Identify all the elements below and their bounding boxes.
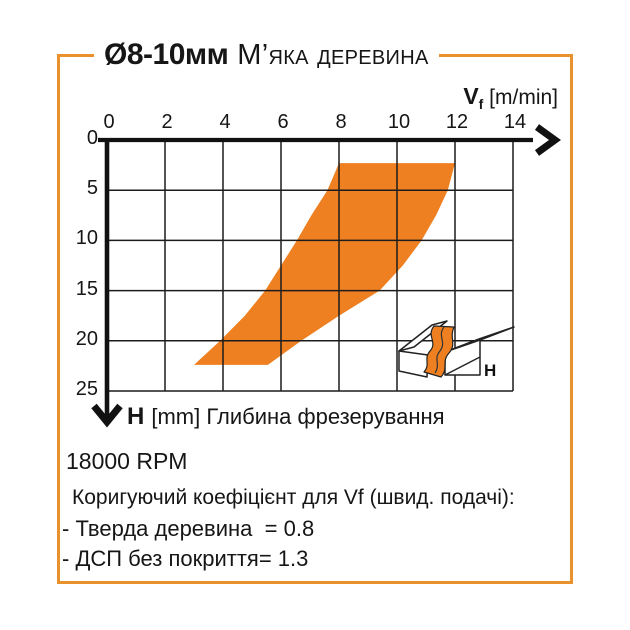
x-tick-label: 10 (387, 111, 411, 133)
operating-range-band (194, 163, 455, 365)
recommended-band-polygon (194, 163, 455, 365)
y-tick-label: 0 (86, 127, 98, 149)
x-tick-label: 2 (161, 111, 173, 133)
vf-subscript: f (478, 96, 484, 113)
x-tick-label: 14 (503, 111, 527, 133)
x-tick-label: 0 (103, 111, 115, 133)
x-axis-arrow-icon (534, 124, 561, 156)
x-tick-label: 12 (445, 111, 469, 133)
material-name: М’яка деревина (237, 39, 429, 71)
vf-unit: [m/min] (483, 86, 558, 109)
x-tick-label: 4 (219, 111, 231, 133)
coefficient-line-chipboard: - ДСП без покриття= 1.3 (62, 546, 309, 571)
y-tick-label: 10 (75, 227, 98, 250)
y-tick-label: 20 (75, 327, 98, 350)
y-tick-label: 25 (75, 378, 98, 400)
diameter-range: Ø8-10мм (104, 38, 229, 71)
coefficient-header: Коригуючий коефіцієнт для Vf (швид. пода… (72, 486, 515, 509)
card-title: Ø8-10мм М’яка деревина (94, 36, 439, 74)
coefficient-line-hardwood: - Тверда деревина = 0.8 (62, 516, 315, 541)
y-axis-title: H [mm] Глибина фрезерування (127, 403, 445, 431)
h-symbol: H (127, 403, 145, 430)
x-tick-label: 8 (335, 111, 347, 133)
vf-symbol: V (463, 83, 479, 109)
icon-depth-label: H (484, 361, 496, 380)
y-tick-label: 15 (75, 277, 98, 300)
grid-lines (107, 140, 514, 392)
h-unit-text: [mm] Глибина фрезерування (151, 404, 445, 429)
axes (91, 124, 561, 428)
y-tick-label: 5 (86, 177, 98, 200)
x-axis-title: Vf [m/min] (463, 83, 558, 112)
x-tick-label: 6 (277, 111, 289, 133)
y-axis-arrow-icon (91, 403, 123, 428)
rpm-note: 18000 RPM (66, 448, 188, 474)
milling-depth-icon: H (398, 320, 515, 380)
